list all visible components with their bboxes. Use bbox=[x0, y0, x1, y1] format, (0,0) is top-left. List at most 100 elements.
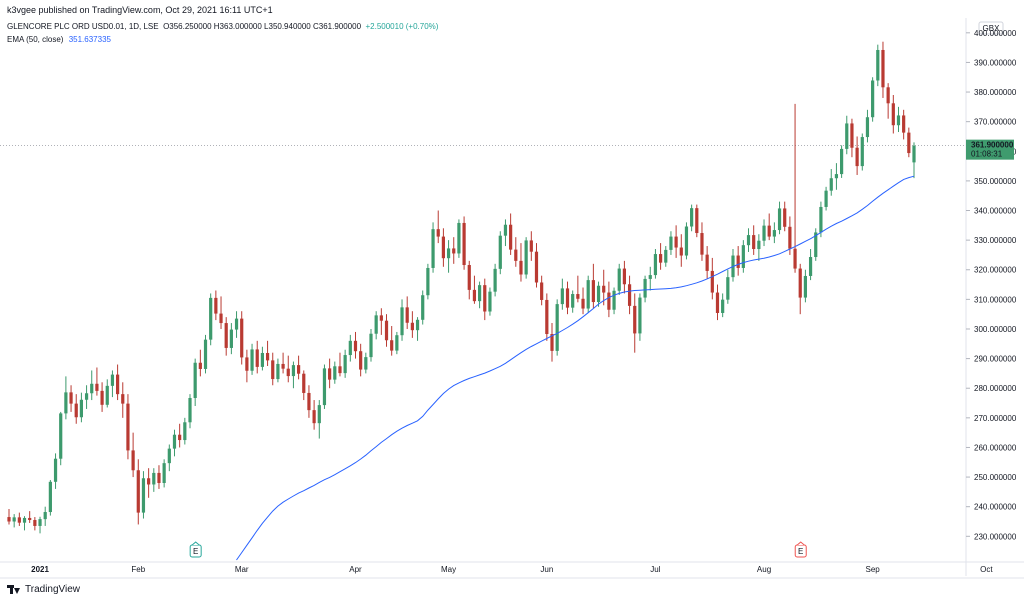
candle-body bbox=[172, 434, 177, 449]
candle-body bbox=[581, 298, 585, 309]
candle-body bbox=[488, 291, 492, 312]
x-tick-label: Apr bbox=[349, 565, 362, 574]
candle-body bbox=[317, 405, 321, 424]
candle-body bbox=[240, 318, 244, 358]
y-tick-label: 380.000000 bbox=[974, 88, 1017, 97]
candle-body bbox=[503, 224, 508, 236]
candle-body bbox=[136, 470, 140, 513]
candle-body bbox=[519, 260, 523, 275]
y-tick-label: 250.000000 bbox=[974, 473, 1017, 482]
candle-body bbox=[586, 280, 590, 309]
candle-body bbox=[524, 240, 528, 275]
candle-body bbox=[498, 235, 502, 269]
candle-body bbox=[100, 390, 104, 405]
currency-badge[interactable] bbox=[978, 21, 1004, 35]
candle-body bbox=[881, 49, 885, 88]
ema-label: EMA (50, close) bbox=[7, 35, 64, 44]
candle-body bbox=[260, 352, 265, 367]
candle-body bbox=[426, 267, 430, 296]
earnings-marker-label: E bbox=[193, 547, 198, 556]
candle-body bbox=[612, 290, 616, 310]
last-price-badge: 361.900000 01:08:31 bbox=[966, 139, 1014, 160]
candle-body bbox=[467, 265, 471, 290]
candle-body bbox=[84, 393, 89, 400]
change-value: +2.500010 (+0.70%) bbox=[365, 22, 439, 31]
candle-body bbox=[229, 329, 233, 348]
candle-body bbox=[74, 403, 78, 418]
symbol-name[interactable]: GLENCORE PLC ORD USD0.01, 1D, LSE bbox=[7, 22, 159, 31]
candle-body bbox=[767, 225, 771, 237]
candle-body bbox=[571, 294, 575, 308]
candle-body bbox=[560, 288, 564, 305]
candle-body bbox=[364, 357, 368, 370]
candle-body bbox=[276, 363, 280, 380]
candle-body bbox=[307, 392, 311, 411]
candle-body bbox=[876, 49, 880, 81]
candle-body bbox=[214, 297, 218, 314]
candle-body bbox=[674, 236, 678, 248]
candle-body bbox=[12, 517, 16, 522]
candle-body bbox=[865, 117, 870, 138]
candle-body bbox=[472, 289, 477, 302]
candle-body bbox=[374, 315, 378, 334]
ema-legend[interactable]: EMA (50, close) 351.637335 bbox=[7, 35, 111, 44]
candle-body bbox=[379, 315, 383, 321]
candle-body bbox=[359, 351, 363, 370]
candle-body bbox=[540, 282, 544, 300]
candle-body bbox=[793, 248, 797, 269]
candle-body bbox=[591, 280, 595, 303]
candle-body bbox=[715, 292, 720, 313]
candle-body bbox=[281, 363, 285, 369]
candle-body bbox=[178, 434, 182, 441]
earnings-marker-tip bbox=[191, 541, 200, 546]
candle-body bbox=[90, 383, 94, 394]
ema-line-group bbox=[236, 175, 915, 561]
candle-body bbox=[912, 145, 916, 163]
candle-body bbox=[576, 294, 580, 299]
last-price-text: 361.900000 bbox=[971, 141, 1014, 150]
candle-body bbox=[369, 333, 373, 358]
earnings-marker-tip bbox=[796, 541, 805, 546]
candle-body bbox=[157, 472, 161, 483]
candle-body bbox=[902, 115, 906, 133]
candle-body bbox=[79, 399, 84, 418]
candle-body bbox=[390, 340, 394, 351]
candle-body bbox=[757, 240, 761, 250]
candle-body bbox=[17, 517, 21, 523]
candle-body bbox=[255, 349, 259, 367]
candle-body bbox=[845, 123, 849, 149]
y-tick-label: 350.000000 bbox=[974, 177, 1017, 186]
candle-body bbox=[59, 413, 63, 459]
candle-body bbox=[839, 148, 844, 175]
candle-body bbox=[441, 236, 446, 259]
candle-body bbox=[658, 254, 663, 263]
candle-body bbox=[509, 224, 513, 250]
candle-body bbox=[803, 275, 808, 298]
candle-body bbox=[410, 322, 414, 331]
y-tick-label: 300.000000 bbox=[974, 325, 1017, 334]
candle-body bbox=[328, 368, 332, 380]
candle-body bbox=[710, 270, 714, 293]
candle-body bbox=[741, 245, 745, 268]
candle-body bbox=[431, 229, 435, 268]
candle-body bbox=[534, 251, 539, 283]
candle-body bbox=[121, 394, 125, 404]
x-tick-label: 2021 bbox=[31, 565, 49, 574]
candle-body bbox=[886, 87, 890, 104]
x-tick-label: Oct bbox=[980, 565, 993, 574]
candle-body bbox=[436, 229, 440, 237]
candle-body bbox=[684, 226, 689, 256]
candle-body bbox=[245, 357, 249, 371]
tradingview-logo[interactable]: TradingView bbox=[7, 584, 80, 595]
candle-body bbox=[788, 226, 792, 249]
candle-body bbox=[110, 374, 115, 386]
candle-body bbox=[602, 285, 606, 293]
time-axis[interactable]: 2021FebMarAprMayJunJulAugSepOctNov bbox=[31, 565, 1024, 574]
candle-body bbox=[622, 268, 627, 285]
publisher-text: k3vgee published on TradingView.com, Oct… bbox=[7, 5, 273, 15]
candle-body bbox=[105, 385, 109, 405]
ema-line bbox=[236, 175, 915, 561]
price-axis[interactable]: 230.000000 240.000000 250.000000 260.000000… bbox=[966, 29, 1017, 541]
